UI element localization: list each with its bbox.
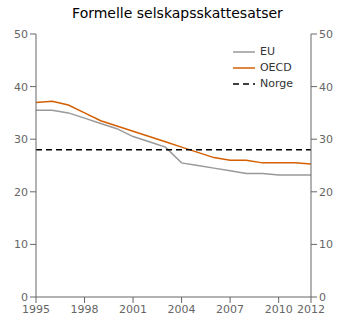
svg-text:2010: 2010 [265, 303, 293, 316]
svg-text:2007: 2007 [216, 303, 244, 316]
svg-text:2004: 2004 [168, 303, 196, 316]
svg-text:0: 0 [21, 291, 28, 304]
html-text:Norge: Norge [260, 77, 293, 90]
svg-text:20: 20 [14, 186, 28, 199]
html-text:Formelle selskapsskattesatser: Formelle selskapsskattesatser [72, 5, 283, 21]
svg-text:1998: 1998 [71, 303, 99, 316]
svg-text:2012: 2012 [297, 303, 325, 316]
svg-text:2001: 2001 [119, 303, 147, 316]
html-text:OECD: OECD [260, 61, 292, 74]
html-text:EU: EU [260, 45, 275, 58]
svg-text:10: 10 [319, 238, 333, 251]
svg-text:30: 30 [14, 133, 28, 146]
svg-text:1995: 1995 [22, 303, 50, 316]
svg-text:0: 0 [319, 291, 326, 304]
svg-text:40: 40 [14, 81, 28, 94]
svg-text:30: 30 [319, 133, 333, 146]
svg-text:40: 40 [319, 81, 333, 94]
svg-text:50: 50 [319, 28, 333, 41]
svg-text:20: 20 [319, 186, 333, 199]
svg-text:10: 10 [14, 238, 28, 251]
svg-text:50: 50 [14, 28, 28, 41]
